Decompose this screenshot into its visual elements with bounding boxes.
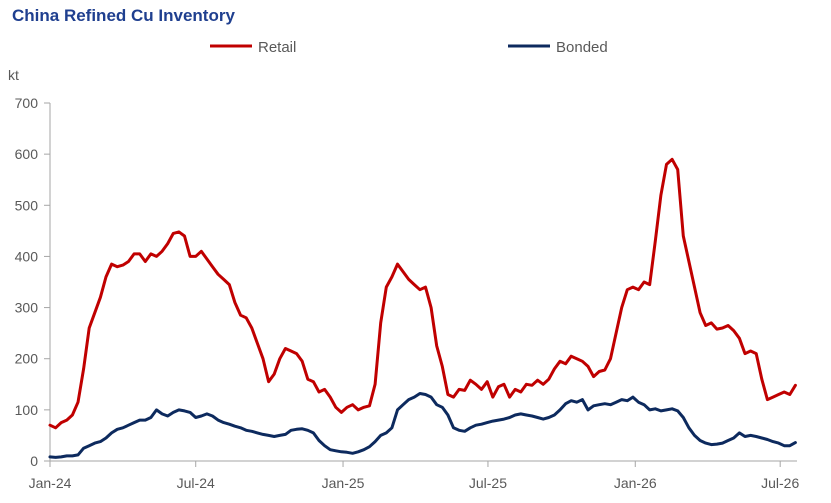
x-tick-label: Jan-24	[29, 475, 72, 491]
x-tick-label: Jan-26	[614, 475, 657, 491]
y-tick-label: 700	[15, 95, 39, 111]
y-tick-label: 100	[15, 402, 39, 418]
series-line-bonded	[48, 392, 797, 459]
x-tick-label: Jul-26	[761, 475, 799, 491]
series-layer	[48, 157, 797, 459]
legend-label-retail: Retail	[258, 39, 296, 56]
y-tick-label: 0	[30, 453, 38, 469]
y-tick-label: 400	[15, 248, 39, 264]
y-tick-label: 300	[15, 300, 39, 316]
y-tick-label: 500	[15, 197, 39, 213]
legend-label-bonded: Bonded	[556, 39, 608, 56]
series-line-retail	[48, 157, 797, 430]
x-tick-label: Jan-25	[322, 475, 365, 491]
x-tick-label: Jul-25	[469, 475, 507, 491]
y-tick-label: 200	[15, 351, 39, 367]
chart-title: China Refined Cu Inventory	[12, 6, 235, 25]
x-tick-label: Jul-24	[177, 475, 215, 491]
legend: Retail Bonded	[210, 39, 608, 56]
y-axis-unit-label: kt	[8, 67, 19, 83]
y-tick-label: 600	[15, 146, 39, 162]
axes: 0 100 200 300 400 500 600 700 Jan-24 Jul-24 Jan-25…	[15, 95, 800, 491]
